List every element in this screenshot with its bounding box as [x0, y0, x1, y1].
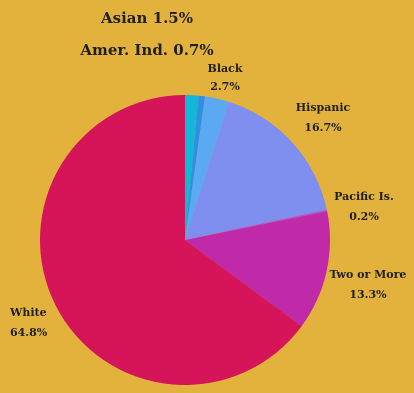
pie-slice-white: [40, 95, 302, 385]
pie-slices: [40, 95, 330, 385]
value-black: 2.7%: [210, 80, 240, 93]
label-two-or-more: Two or More: [330, 268, 407, 281]
pie-slice-hispanic: [185, 101, 327, 240]
label-white: White: [9, 306, 47, 319]
label-amer-ind: Amer. Ind. 0.7%: [79, 41, 213, 59]
pie-slice-black: [185, 96, 229, 240]
label-hispanic: Hispanic: [296, 101, 351, 114]
value-pacific-is: 0.2%: [349, 210, 379, 223]
pie-slice-pacific-is: [185, 209, 328, 240]
value-white: 64.8%: [10, 326, 48, 339]
label-pacific-is: Pacific Is.: [334, 190, 394, 203]
label-asian: Asian 1.5%: [100, 9, 193, 27]
pie-slice-amer-ind: [185, 95, 205, 240]
value-two-or-more: 13.3%: [349, 288, 387, 301]
value-hispanic: 16.7%: [304, 121, 342, 134]
pie-slice-two-or-more: [185, 211, 330, 327]
pie-slice-asian: [185, 95, 199, 240]
label-black: Black: [208, 62, 243, 75]
